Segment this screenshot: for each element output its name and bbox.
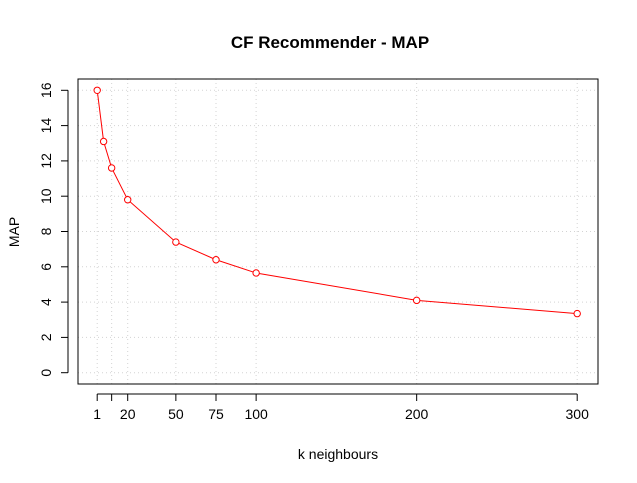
data-point (573, 309, 581, 318)
data-point (99, 137, 108, 146)
data-point (124, 196, 132, 204)
y-axis-label: MAP (6, 217, 22, 247)
grid (78, 79, 598, 384)
series-line (96, 90, 578, 315)
data-point (412, 296, 421, 305)
data-point (252, 269, 260, 277)
y-axis: 0 2 4 6 8 10 12 14 16 (38, 82, 69, 377)
x-tick-label: 100 (244, 406, 268, 422)
x-axis-label: k neighbours (298, 446, 378, 462)
plot-frame (77, 78, 599, 385)
data-point (172, 238, 180, 246)
data-point (212, 256, 220, 264)
x-axis: 1 20 50 75 100 200 300 (93, 393, 590, 422)
y-tick-label: 16 (38, 82, 54, 98)
x-tick-label: 75 (208, 406, 224, 422)
data-point (93, 86, 101, 94)
x-tick-label: 200 (405, 406, 429, 422)
y-tick-label: 0 (38, 369, 54, 377)
y-tick-label: 4 (38, 298, 54, 306)
y-tick-label: 14 (38, 118, 54, 134)
x-tick-label: 20 (120, 406, 136, 422)
y-tick-label: 10 (38, 188, 54, 204)
y-tick-label: 8 (38, 227, 54, 235)
y-tick-label: 6 (38, 263, 54, 271)
series-layer (93, 86, 581, 318)
y-tick-label: 12 (38, 153, 54, 169)
x-tick-label: 50 (168, 406, 184, 422)
x-tick-label: 300 (566, 406, 590, 422)
y-tick-label: 2 (38, 333, 54, 341)
chart-title: CF Recommender - MAP (231, 33, 429, 52)
data-point (107, 164, 116, 172)
x-tick-label: 1 (93, 406, 101, 422)
